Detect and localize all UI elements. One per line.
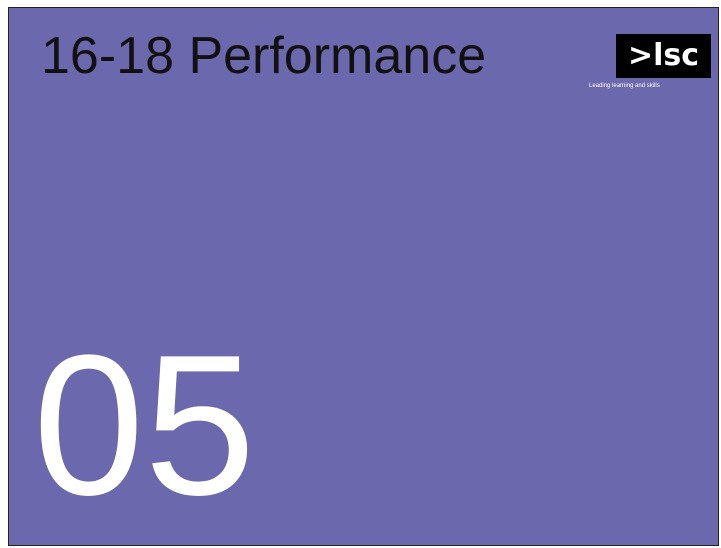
logo: >lsc	[616, 34, 711, 78]
slide: 16-18 Performance >lsc Leading learning …	[8, 7, 719, 546]
logo-tagline: Leading learning and skills	[589, 83, 660, 89]
section-number: 05	[33, 314, 256, 537]
slide-title: 16-18 Performance	[41, 27, 487, 85]
